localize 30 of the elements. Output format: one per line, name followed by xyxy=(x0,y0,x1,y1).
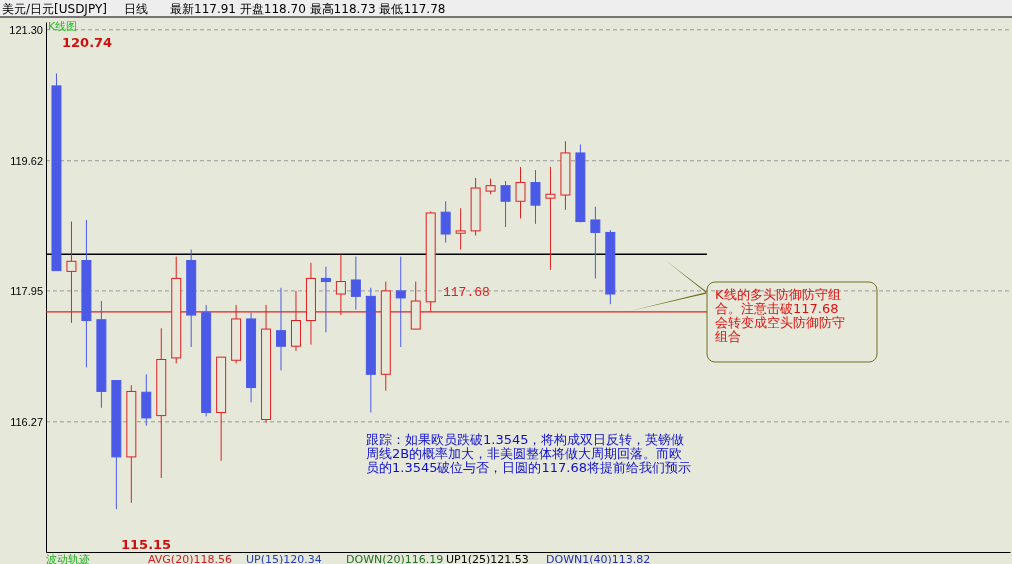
candlestick xyxy=(350,256,361,311)
text: DOWN(20)116.19 xyxy=(346,553,444,564)
annotation: K线图 xyxy=(48,20,78,33)
text: 最新117.91 开盘118.70 最高118.73 最低117.78 xyxy=(170,2,446,16)
text: AVG(20)118.56 xyxy=(148,553,232,564)
candlestick xyxy=(545,166,556,271)
chart-subtitle: 日线 xyxy=(124,2,148,16)
candlestick xyxy=(590,206,601,279)
text: DOWN1(40)113.82 xyxy=(546,553,651,564)
chart-title: 美元/日元[USDJPY] xyxy=(2,2,107,16)
annotation: 跟踪：如果欧员跌破1.3545，将构成双日反转，英镑做周线2B的概率加大，非美圆整体将做大周期回落。而欧员的1.3545破位与否，日圆的117.68将提前给我们预示 xyxy=(366,432,692,475)
candlestick xyxy=(500,180,511,228)
text: 波动轨迹 xyxy=(46,553,90,564)
candlestick xyxy=(395,256,406,348)
ref-line-label: 117.68 xyxy=(443,284,490,300)
candlestick xyxy=(530,169,541,225)
candlestick xyxy=(515,166,526,219)
text: UP(15)120.34 xyxy=(246,553,322,564)
y-tick-label: 117.95 xyxy=(10,284,43,297)
y-tick-label: 116.27 xyxy=(10,415,43,428)
candlestick xyxy=(320,266,331,333)
candlestick xyxy=(276,287,286,371)
candlestick xyxy=(455,207,466,251)
y-tick-label: 119.62 xyxy=(10,154,43,167)
annotation: 115.15 xyxy=(121,537,172,552)
y-tick-label: 121.30 xyxy=(9,23,43,36)
text: UP1(25)121.53 xyxy=(446,553,529,564)
candlestick xyxy=(440,200,451,244)
annotation: K线的多头防御防守组合。注意击破117.68会转变成空头防御防守组合 xyxy=(715,287,846,344)
annotation: 120.74 xyxy=(62,35,113,50)
